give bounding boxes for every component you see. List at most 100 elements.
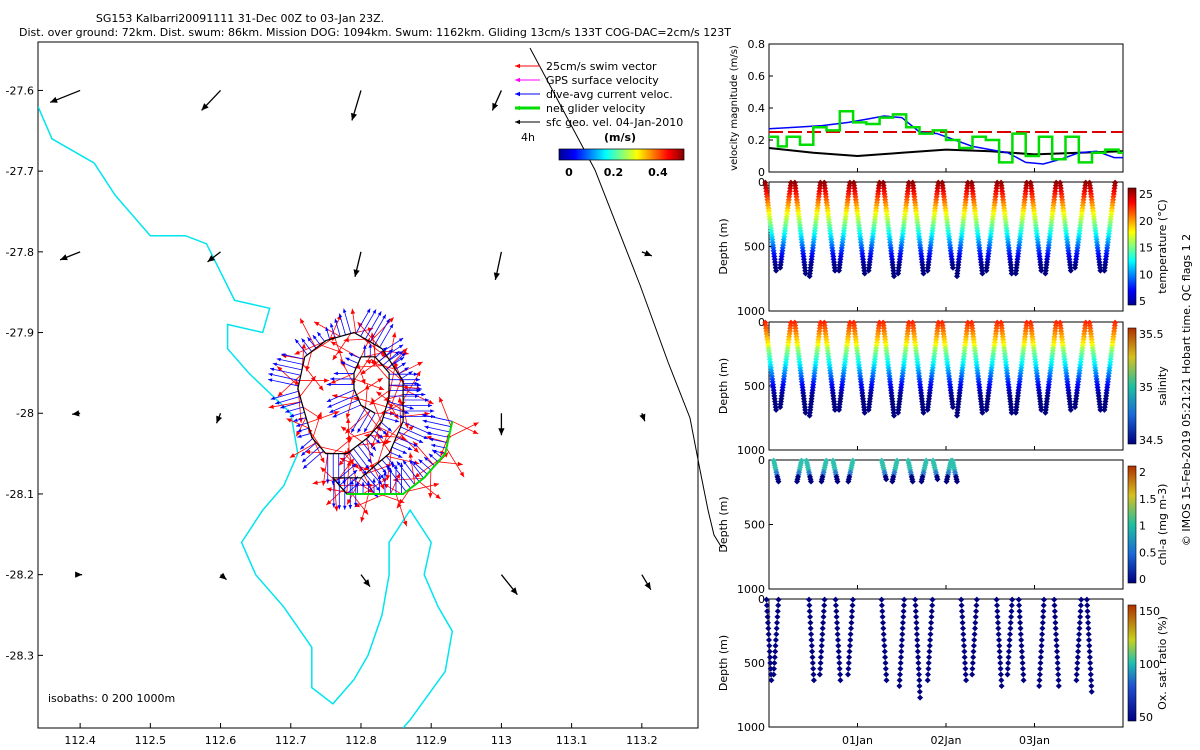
- profile-sample: [777, 404, 784, 411]
- profile-sample: [994, 613, 1001, 620]
- profile-sample: [817, 654, 824, 661]
- swim-vector-head: [305, 365, 310, 372]
- profile-sample: [1008, 613, 1015, 620]
- profile-sample: [773, 406, 780, 413]
- current-vector-head: [367, 458, 372, 463]
- profile-sample: [768, 677, 775, 684]
- velocity-series: [768, 109, 1124, 165]
- legend-interval-label: 4h: [521, 131, 535, 144]
- profile-sample: [881, 642, 888, 649]
- profile-sample: [1018, 642, 1025, 649]
- profile-sample: [1016, 608, 1023, 615]
- profile-sample: [773, 625, 780, 632]
- profile-sample: [1073, 677, 1080, 684]
- current-vector-head: [394, 419, 400, 423]
- current-vector-head: [407, 446, 413, 451]
- profile-sample: [818, 648, 825, 655]
- swim-vector-head: [395, 473, 400, 479]
- profile-sample: [880, 631, 887, 638]
- map-axis-ticks: 112.4 112.5 112.6 112.7 112.8 112.9 113 113.1 11…: [6, 84, 658, 747]
- profile-sample: [970, 642, 977, 649]
- swim-vector-head: [326, 500, 332, 506]
- geo-vector-head: [644, 582, 651, 590]
- section-panel-sal: 0 500 1000 Depth (m) 34.5 35 35.5 salinity: [717, 316, 1169, 457]
- current-vector-head: [361, 481, 365, 486]
- profile-sample: [924, 267, 931, 274]
- section-ylabel: Depth (m): [717, 218, 730, 274]
- profile-sample: [969, 665, 976, 672]
- section-ytick-label: 500: [744, 657, 765, 670]
- current-vector-head: [326, 382, 331, 387]
- map-xtick-label: 112.6: [205, 734, 237, 747]
- profile-sample: [1054, 660, 1061, 666]
- profile-sample: [846, 648, 853, 655]
- current-vector-head: [369, 452, 374, 457]
- section-ytick-label: 1000: [737, 305, 765, 318]
- current-vector-head: [401, 352, 406, 357]
- current-vector-head: [421, 413, 427, 418]
- swim-vector-head: [360, 516, 365, 523]
- geo-vector-head: [207, 255, 216, 262]
- profile-sample: [807, 625, 814, 632]
- current-vector-head: [333, 371, 338, 376]
- profile-sample: [808, 631, 815, 638]
- profile-sample: [1006, 637, 1013, 643]
- swim-vector: [346, 477, 362, 505]
- current-vector-head: [417, 387, 422, 391]
- current-vector-head: [379, 474, 384, 479]
- profile-sample: [1005, 648, 1012, 655]
- profile-sample: [1051, 608, 1058, 615]
- date-tick-label: 02Jan: [931, 734, 962, 747]
- map-xtick-label: 113.1: [556, 734, 588, 747]
- swim-vector: [319, 446, 350, 454]
- profile-sample: [899, 619, 906, 626]
- profile-sample: [802, 270, 809, 277]
- swim-vector-head: [312, 480, 318, 485]
- profile-sample: [926, 654, 933, 661]
- section-colorbar-tick: 150: [1139, 605, 1160, 618]
- profile-sample: [954, 412, 960, 419]
- swim-vector-head: [379, 483, 385, 490]
- swim-vector: [382, 421, 404, 446]
- profile-sample: [1076, 619, 1083, 626]
- profile-sample: [979, 270, 986, 277]
- current-vector-head: [382, 347, 388, 352]
- profile-sample: [878, 602, 885, 609]
- current-vector-head: [386, 466, 391, 471]
- swim-vector: [448, 422, 479, 438]
- swim-vector-head: [350, 308, 356, 314]
- swim-vector: [268, 401, 302, 408]
- swim-vector: [357, 321, 380, 348]
- profile-sample: [849, 596, 856, 603]
- profile-sample: [924, 406, 931, 413]
- profile-sample: [764, 619, 771, 626]
- profile-sample: [972, 625, 978, 632]
- profile-sample: [1016, 613, 1023, 620]
- map-panel: 112.4 112.5 112.6 112.7 112.8 112.9 113 113.1 11…: [6, 41, 723, 747]
- current-vector-head: [404, 367, 409, 372]
- profile-sample: [1018, 648, 1025, 655]
- profile-sample: [809, 654, 816, 661]
- geo-vector-head: [639, 413, 646, 422]
- profile-sample: [882, 660, 889, 666]
- section-ytick-label: 1000: [737, 444, 765, 457]
- swim-vector-head: [347, 499, 352, 505]
- profile-sample: [962, 671, 969, 678]
- swim-vector: [377, 426, 407, 441]
- profile-sample: [897, 671, 903, 678]
- swim-vector-head: [428, 493, 433, 499]
- current-vector: [387, 401, 415, 410]
- current-vector-head: [431, 414, 436, 419]
- geo-vector-head: [72, 410, 80, 417]
- current-vector: [332, 404, 362, 418]
- current-vector-head: [386, 318, 390, 324]
- profile-sample: [1006, 642, 1013, 649]
- profile-sample: [997, 665, 1004, 672]
- profile-sample: [763, 596, 770, 603]
- profile-sample: [983, 406, 990, 413]
- profile-sample: [1004, 671, 1011, 678]
- section-colorbar-tick: 1.5: [1139, 493, 1157, 506]
- profile-sample: [836, 665, 843, 672]
